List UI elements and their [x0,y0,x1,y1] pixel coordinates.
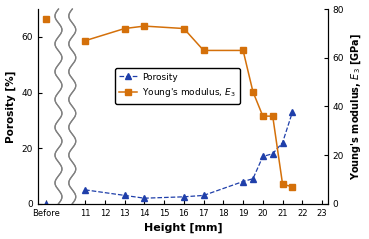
Legend: Porosity, Young's modulus, $E_3$: Porosity, Young's modulus, $E_3$ [115,68,240,104]
Bar [59,9,72,204]
Y-axis label: Young's modulus, $E_3$ [GPa]: Young's modulus, $E_3$ [GPa] [350,33,363,180]
Y-axis label: Porosity [%]: Porosity [%] [6,70,16,143]
Bar [58,9,72,204]
X-axis label: Height [mm]: Height [mm] [144,223,222,234]
